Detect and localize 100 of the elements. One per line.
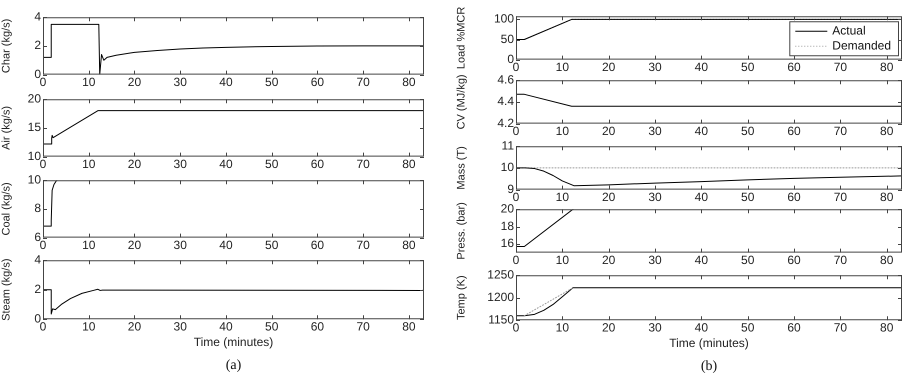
x-tick-label: 40 bbox=[694, 253, 708, 268]
x-tick-label: 50 bbox=[741, 253, 755, 268]
legend-label: Demanded bbox=[832, 38, 892, 53]
x-tick-label: 80 bbox=[402, 320, 416, 334]
x-tick-label: 10 bbox=[82, 320, 96, 334]
x-tick-label: 70 bbox=[834, 253, 848, 268]
y-tick-label: 1150 bbox=[488, 312, 514, 327]
x-tick-label: 60 bbox=[787, 190, 802, 204]
x-tick-label: 10 bbox=[82, 157, 96, 172]
x-tick-label: 20 bbox=[602, 60, 616, 74]
x-tick-label: 40 bbox=[694, 190, 708, 204]
x-tick-label: 70 bbox=[834, 60, 848, 74]
x-tick-label: 30 bbox=[174, 75, 188, 90]
x-tick-label: 60 bbox=[787, 60, 802, 74]
y-tick-label: 20 bbox=[28, 92, 42, 106]
x-tick-label: 50 bbox=[265, 238, 279, 252]
x-tick-label: 40 bbox=[694, 60, 708, 74]
x-tick-label: 80 bbox=[402, 238, 416, 252]
x-tick-label: 40 bbox=[219, 157, 233, 172]
x-tick-label: 20 bbox=[128, 238, 142, 252]
x-tick-label: 20 bbox=[128, 157, 142, 172]
x-tick-label: 30 bbox=[648, 253, 662, 268]
x-tick-label: 50 bbox=[741, 190, 755, 204]
y-tick-label: 10 bbox=[28, 172, 42, 187]
y-tick-label: 1200 bbox=[487, 290, 514, 304]
y-axis-title: Air (kg/s) bbox=[0, 106, 13, 150]
x-tick-label: 30 bbox=[174, 238, 188, 252]
x-tick-label: 70 bbox=[356, 320, 370, 334]
y-axis-title: Coal (kg/s) bbox=[0, 182, 13, 236]
y-tick-label: 16 bbox=[500, 236, 514, 250]
x-tick-label: 70 bbox=[834, 320, 848, 335]
y-tick-label: 15 bbox=[28, 120, 42, 134]
x-tick-label: 70 bbox=[356, 238, 370, 252]
x-tick-label: 40 bbox=[219, 75, 233, 90]
x-tick-label: 80 bbox=[880, 60, 894, 74]
x-tick-label: 30 bbox=[174, 320, 188, 334]
y-tick-label: 4.6 bbox=[497, 72, 514, 87]
x-tick-label: 30 bbox=[648, 60, 662, 74]
x-tick-label: 50 bbox=[741, 60, 755, 74]
x-tick-label: 40 bbox=[694, 320, 708, 335]
x-tick-label: 10 bbox=[82, 75, 96, 90]
y-tick-label: 1250 bbox=[487, 268, 514, 282]
x-tick-label: 60 bbox=[787, 124, 802, 138]
x-tick-label: 10 bbox=[556, 190, 570, 204]
x-tick-label: 20 bbox=[128, 75, 142, 90]
y-tick-label: 6 bbox=[34, 230, 42, 244]
y-tick-label: 9 bbox=[507, 182, 514, 196]
x-axis-title: Time (minutes) bbox=[194, 335, 274, 350]
x-tick-label: 50 bbox=[265, 75, 279, 90]
y-axis-title: Char (kg/s) bbox=[0, 18, 13, 74]
x-tick-label: 80 bbox=[880, 320, 894, 335]
y-axis-title: Press. (bar) bbox=[456, 202, 468, 260]
x-tick-label: 50 bbox=[741, 320, 755, 335]
x-tick-label: 70 bbox=[356, 157, 370, 172]
x-tick-label: 10 bbox=[556, 253, 570, 268]
x-tick-label: 60 bbox=[310, 75, 324, 90]
x-tick-label: 70 bbox=[834, 124, 848, 138]
y-tick-label: 2 bbox=[34, 38, 42, 52]
x-tick-label: 10 bbox=[556, 320, 570, 335]
x-tick-label: 10 bbox=[556, 60, 570, 74]
y-tick-label: 4 bbox=[34, 252, 42, 267]
x-tick-label: 20 bbox=[602, 320, 616, 335]
x-tick-label: 40 bbox=[219, 320, 233, 334]
y-axis-title: Load %MCR bbox=[456, 6, 468, 70]
y-axis-title: Temp (K) bbox=[456, 275, 468, 320]
x-tick-label: 30 bbox=[174, 157, 188, 172]
x-tick-label: 80 bbox=[880, 253, 894, 268]
x-tick-label: 60 bbox=[310, 320, 324, 334]
y-tick-label: 18 bbox=[500, 218, 514, 233]
x-tick-label: 80 bbox=[402, 75, 416, 90]
x-tick-label: 80 bbox=[402, 157, 416, 172]
x-tick-label: 60 bbox=[787, 320, 802, 335]
x-tick-label: 20 bbox=[602, 124, 616, 138]
x-tick-label: 60 bbox=[310, 157, 324, 172]
x-tick-label: 50 bbox=[741, 124, 755, 138]
x-tick-label: 10 bbox=[556, 124, 570, 138]
x-tick-label: 10 bbox=[82, 238, 96, 252]
x-tick-label: 50 bbox=[265, 320, 279, 334]
y-tick-label: 4 bbox=[34, 10, 42, 24]
x-tick-label: 80 bbox=[880, 190, 894, 204]
y-axis-title: Mass (T) bbox=[456, 146, 468, 190]
y-axis-title: CV (MJ/kg) bbox=[456, 74, 468, 130]
x-tick-label: 30 bbox=[648, 124, 662, 138]
legend-label: Actual bbox=[832, 24, 866, 38]
x-tick-label: 80 bbox=[880, 124, 894, 138]
x-axis-title: Time (minutes) bbox=[669, 336, 749, 350]
y-tick-label: 2 bbox=[34, 282, 42, 296]
y-tick-label: 8 bbox=[34, 201, 42, 216]
x-tick-label: 70 bbox=[356, 75, 370, 90]
x-tick-label: 50 bbox=[265, 157, 279, 172]
x-tick-label: 30 bbox=[648, 190, 662, 204]
text: (a) bbox=[226, 358, 242, 374]
y-tick-label: 20 bbox=[500, 202, 514, 216]
x-tick-label: 20 bbox=[128, 320, 142, 334]
x-tick-label: 20 bbox=[602, 253, 616, 268]
x-tick-label: 30 bbox=[648, 320, 662, 335]
y-axis-title: Steam (kg/s) bbox=[0, 258, 13, 321]
x-tick-label: 70 bbox=[834, 190, 848, 204]
y-tick-label: 4.2 bbox=[497, 116, 514, 130]
x-tick-label: 20 bbox=[602, 190, 616, 204]
